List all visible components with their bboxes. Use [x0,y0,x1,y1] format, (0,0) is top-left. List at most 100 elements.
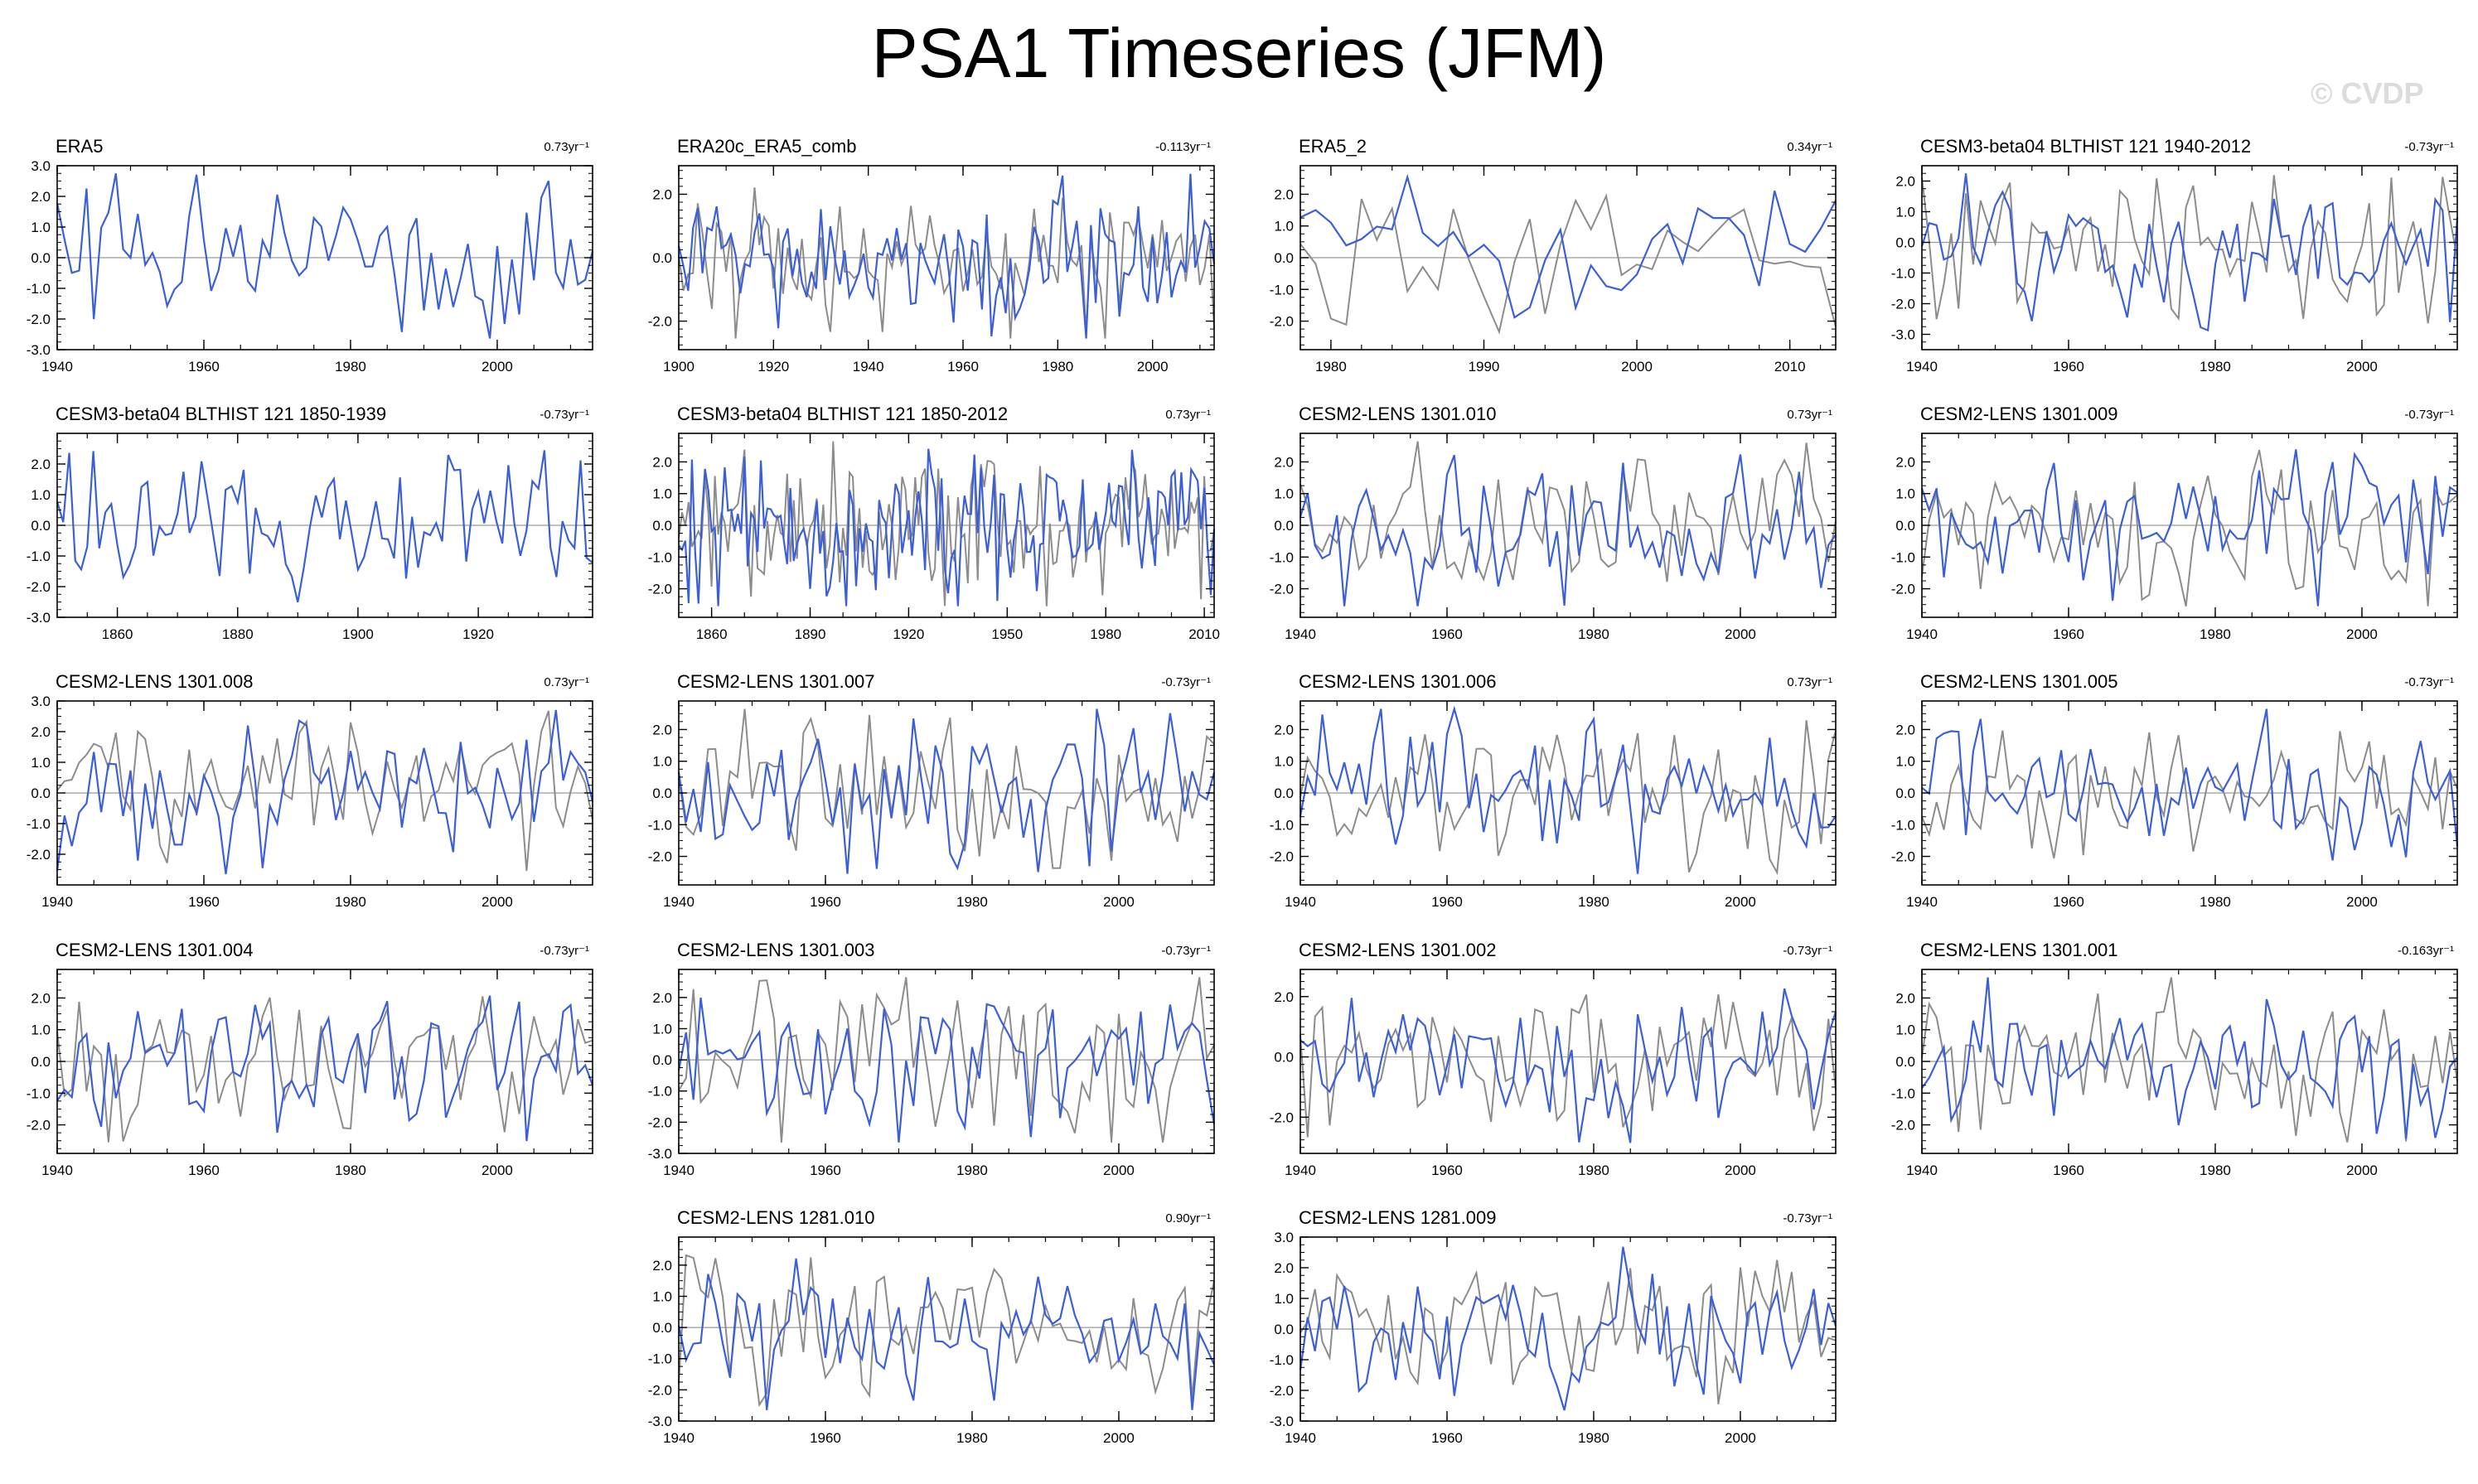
y-tick-label: 1.0 [652,486,672,502]
y-tick-label: 0.0 [1895,235,1915,251]
trend-label: -0.73yr⁻¹ [540,944,589,958]
x-tick-label: 1980 [1315,359,1347,375]
x-tick-label: 1960 [188,359,220,375]
y-tick-label: -1.0 [1891,1085,1915,1101]
y-tick-label: 1.0 [31,1022,51,1038]
y-tick-label: 1.0 [1895,754,1915,770]
x-tick-label: 2000 [2346,359,2378,375]
panel-title: CESM2-LENS 1301.008 [56,671,253,692]
y-tick-label: -2.0 [648,1114,672,1130]
x-tick-label: 1980 [956,1163,988,1178]
y-tick-label: 0.0 [1895,518,1915,534]
trend-label: -0.73yr⁻¹ [1161,944,1211,958]
x-tick-label: 1960 [2053,626,2084,642]
panel-title: CESM2-LENS 1301.002 [1299,940,1496,960]
y-tick-label: -2.0 [648,582,672,597]
x-tick-label: 1960 [1431,1430,1463,1446]
timeseries-panel: CESM2-LENS 1301.009 -0.73yr⁻¹ 1940 1960 1980… [1891,404,2458,642]
reference-series-line [1299,441,1837,582]
model-series-line [56,995,594,1142]
y-tick-label: 1.0 [1895,486,1915,502]
timeseries-panel: CESM2-LENS 1301.008 0.73yr⁻¹ 1940 1960 1980 2… [27,671,594,910]
x-tick-label: 1940 [1285,1430,1316,1446]
y-tick-label: -2.0 [1891,1118,1915,1134]
y-tick-label: 2.0 [1895,722,1915,737]
x-tick-label: 1900 [342,626,374,642]
trend-label: -0.73yr⁻¹ [540,408,589,422]
y-tick-label: -3.0 [27,342,51,358]
y-tick-label: -2.0 [27,579,51,595]
y-tick-label: 2.0 [1274,722,1294,737]
x-tick-label: 2000 [1137,359,1169,375]
x-tick-label: 1960 [947,359,979,375]
y-tick-label: 0.0 [31,250,51,266]
model-series-line [1299,1246,1837,1411]
panel-title: CESM2-LENS 1301.003 [677,940,874,960]
x-tick-label: 1960 [1431,894,1463,910]
y-tick-label: 0.0 [1895,786,1915,801]
y-tick-label: -2.0 [1270,582,1294,597]
y-tick-label: 2.0 [652,186,672,202]
x-tick-label: 1980 [2200,1163,2231,1178]
y-tick-label: -1.0 [1270,549,1294,565]
y-tick-label: -1.0 [27,1085,51,1101]
x-tick-label: 2000 [1103,894,1135,910]
y-tick-label: -1.0 [27,549,51,564]
x-tick-label: 2010 [1188,626,1220,642]
x-tick-label: 1940 [853,359,884,375]
panel-title: ERA20c_ERA5_comb [677,136,856,157]
y-tick-label: 2.0 [652,722,672,737]
y-tick-label: 1.0 [652,754,672,770]
y-tick-label: 0.0 [31,1054,51,1070]
y-tick-label: 0.0 [652,518,672,534]
y-tick-label: 1.0 [31,487,51,503]
trend-label: 0.90yr⁻¹ [1165,1211,1211,1225]
reference-series-line [678,441,1215,607]
y-tick-label: -3.0 [648,1414,672,1429]
reference-series-line [678,708,1215,869]
y-tick-label: 1.0 [1274,486,1294,502]
x-tick-label: 1990 [1469,359,1500,375]
y-tick-label: -1.0 [1891,266,1915,282]
x-tick-label: 1960 [2053,359,2084,375]
y-tick-label: -1.0 [648,817,672,833]
page-title: PSA1 Timeseries (JFM) [871,14,1607,92]
y-tick-label: 2.0 [1895,990,1915,1006]
reference-series-line [56,996,593,1143]
y-tick-label: 0.0 [31,786,51,801]
y-tick-label: 2.0 [1274,989,1294,1005]
model-series-line [1299,173,1837,319]
model-series-line [56,173,594,339]
x-tick-label: 1960 [188,1163,220,1178]
trend-label: -0.163yr⁻¹ [2398,944,2454,958]
model-series-line [677,173,1216,339]
y-tick-label: 2.0 [31,189,51,205]
x-tick-label: 1960 [810,894,841,910]
reference-series-line [1299,193,1837,335]
model-series-line [1299,454,1837,607]
x-tick-label: 1890 [795,626,826,642]
trend-label: 0.73yr⁻¹ [544,140,589,154]
trend-label: -0.73yr⁻¹ [1161,675,1211,689]
y-tick-label: 0.0 [1274,1322,1294,1337]
x-tick-label: 2000 [2346,626,2378,642]
trend-label: -0.73yr⁻¹ [2404,408,2454,422]
panel-title: CESM2-LENS 1301.010 [1299,404,1496,424]
model-series-line [1920,173,2459,332]
panel-title: CESM2-LENS 1281.009 [1299,1207,1496,1228]
y-tick-label: -1.0 [648,1084,672,1100]
y-tick-label: -2.0 [1270,314,1294,330]
y-tick-label: 2.0 [1274,454,1294,470]
timeseries-panel: ERA5 0.73yr⁻¹ 1940 1960 1980 2000 -3.0 -2.0 -1.0… [27,136,594,375]
x-tick-label: 1940 [1285,1163,1316,1178]
x-tick-label: 2000 [1621,359,1653,375]
panel-title: CESM3-beta04 BLTHIST 121 1850-2012 [677,404,1008,424]
model-series-line [1921,977,2458,1139]
reference-series-line [1921,730,2458,859]
y-tick-label: 2.0 [31,724,51,740]
x-tick-label: 1940 [41,1163,73,1178]
panel-title: CESM2-LENS 1301.007 [677,671,874,692]
y-tick-label: 0.0 [31,518,51,534]
x-tick-label: 1960 [1431,1163,1463,1178]
x-tick-label: 1940 [1906,894,1938,910]
